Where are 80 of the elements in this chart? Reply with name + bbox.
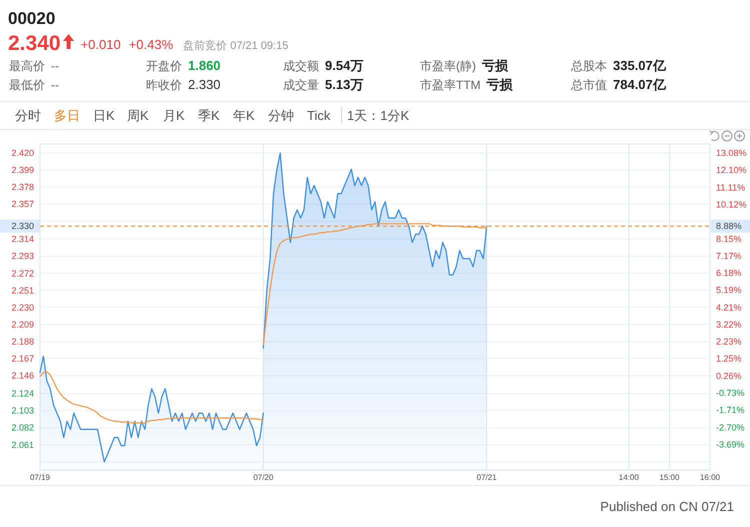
y-tick-label: 2.251	[11, 285, 34, 296]
y-tick-label: 2.357	[11, 199, 34, 210]
text: 2.340	[8, 32, 61, 55]
x-tick-label: 16:00	[700, 473, 721, 482]
text: 最低价	[9, 78, 45, 92]
text: --	[51, 59, 59, 73]
text: 1天：1分K	[347, 108, 410, 123]
x-tick-label: 07/21	[476, 473, 498, 482]
y2-tick-label: 1.25%	[716, 354, 742, 364]
y2-tick-label: 4.21%	[716, 302, 742, 312]
y-tick-label: 2.209	[11, 319, 34, 330]
y2-tick-label: 10.12%	[716, 200, 747, 210]
text: 成交量	[283, 78, 319, 92]
y-tick-label: 2.230	[11, 302, 34, 312]
y2-tick-label: 5.19%	[716, 285, 742, 296]
y-tick-label: 2.167	[11, 354, 34, 364]
text: 总股本	[570, 59, 607, 73]
y-tick-label: 2.188	[11, 336, 34, 347]
text: 9.54万	[325, 58, 364, 73]
text: 总市值	[570, 78, 607, 92]
text: 亏损	[486, 77, 514, 92]
y2-tick-label: 6.18%	[716, 268, 742, 278]
annotation: 8.88%	[716, 221, 742, 232]
text: Tick	[307, 108, 331, 123]
text: 分时	[15, 108, 41, 123]
y-tick-label: 2.146	[11, 370, 34, 381]
text: 日K	[93, 108, 115, 123]
text: 分钟	[268, 108, 294, 123]
text: 月K	[163, 108, 185, 123]
text: 最高价	[9, 59, 45, 73]
text: 季K	[198, 108, 220, 123]
y2-tick-label: -1.71%	[716, 405, 745, 416]
y2-tick-label: 11.11%	[716, 182, 746, 192]
text: 2.330	[188, 77, 221, 92]
text: +0.010	[80, 37, 121, 52]
line-series	[262, 223, 488, 346]
text: 市盈率(静)	[420, 59, 476, 73]
x-tick-label: 07/20	[253, 473, 274, 482]
y-tick-label: 2.272	[11, 268, 34, 278]
x-tick-label: 15:00	[659, 473, 680, 482]
text: 多日	[54, 108, 80, 123]
text: 盘前竞价 07/21 09:15	[183, 39, 288, 52]
text: 784.07亿	[613, 77, 667, 92]
text: 5.13万	[325, 77, 364, 92]
y2-tick-label: -0.73%	[716, 388, 745, 398]
y-tick-label: 2.103	[11, 406, 34, 416]
y-tick-label: 2.293	[11, 251, 34, 262]
y-tick-label: 2.314	[11, 234, 34, 244]
text: 开盘价	[146, 59, 182, 73]
y-tick-label: 2.378	[11, 182, 34, 192]
text: +0.43%	[128, 37, 174, 52]
text: 昨收价	[146, 78, 182, 92]
text: 1.860	[188, 58, 221, 73]
y2-tick-label: 2.23%	[716, 336, 742, 347]
y2-tick-label: 0.26%	[716, 370, 742, 381]
y-tick-label: 2.420	[11, 148, 34, 158]
y2-tick-label: 12.10%	[716, 165, 747, 176]
y2-tick-label: 8.15%	[716, 234, 742, 244]
y-tick-label: 2.082	[11, 422, 34, 433]
ref-line-label: 2.330	[11, 221, 34, 232]
y-tick-label: 2.124	[11, 388, 34, 399]
y-tick-label: 2.399	[11, 165, 34, 176]
text: 亏损	[481, 58, 509, 73]
y2-tick-label: 3.22%	[716, 319, 742, 330]
text: 成交额	[283, 59, 319, 73]
text: Published on CN 07/21	[600, 499, 734, 514]
text: 00020	[8, 9, 56, 28]
x-tick-label: 07/19	[30, 473, 51, 482]
y-tick-label: 2.061	[11, 440, 34, 450]
text: 335.07亿	[613, 58, 667, 73]
text: 周K	[127, 108, 149, 123]
y2-tick-label: 13.08%	[716, 148, 747, 158]
text: --	[51, 78, 59, 92]
y2-tick-label: 7.17%	[716, 250, 742, 261]
y2-tick-label: -2.70%	[716, 422, 745, 432]
text: 市盈率TTM	[420, 78, 481, 92]
x-tick-label: 14:00	[618, 473, 640, 482]
text: 年K	[233, 108, 255, 123]
y2-tick-label: -3.69%	[716, 440, 745, 450]
line-series	[39, 371, 264, 424]
